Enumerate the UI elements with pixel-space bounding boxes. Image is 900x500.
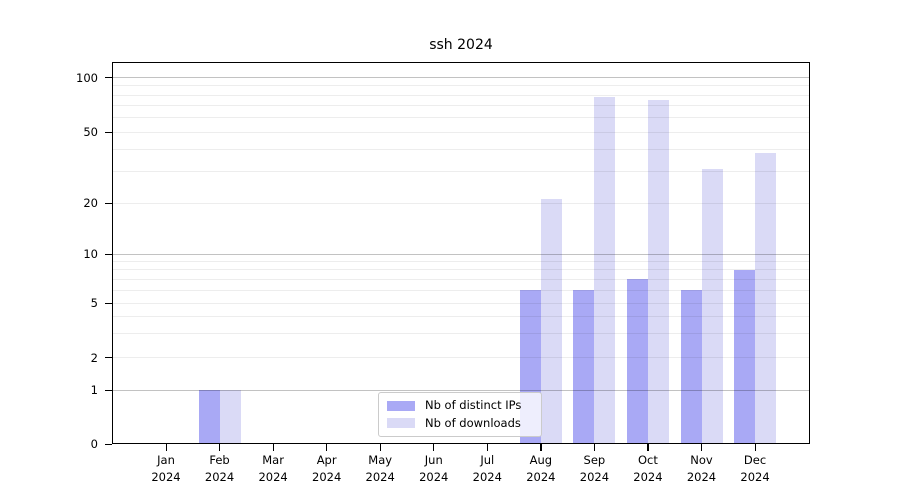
bar-downloads-oct — [647, 100, 669, 444]
bar-downloads-nov — [701, 169, 723, 444]
x-tick-mark-sep — [593, 444, 596, 451]
gridline-y-60 — [112, 117, 810, 119]
gridline-y-70 — [112, 105, 810, 107]
gridline-y-40 — [112, 148, 810, 150]
gridline-y-1 — [112, 389, 810, 391]
gridline-y-5 — [112, 302, 810, 304]
y-tick-label-0: 0 — [90, 437, 98, 451]
gridline-y-7 — [112, 278, 810, 280]
gridline-y-100 — [112, 77, 810, 78]
x-tick-mark-dec — [754, 444, 756, 451]
x-tick-mark-jun — [433, 444, 435, 451]
x-tick-mark-may — [379, 444, 381, 451]
x-tick-label-oct: Oct 2024 — [633, 453, 663, 484]
x-tick-mark-aug — [540, 444, 542, 451]
x-tick-label-jul: Jul 2024 — [472, 453, 502, 484]
gridline-y-90 — [112, 85, 810, 87]
plot-area — [112, 62, 810, 444]
y-tick-mark-5 — [105, 302, 112, 304]
bar-downloads-dec — [755, 153, 777, 444]
y-tick-mark-100 — [105, 77, 112, 79]
chart-title: ssh 2024 — [429, 37, 493, 53]
bar-downloads-aug — [540, 199, 562, 444]
x-tick-label-jan: Jan 2024 — [151, 453, 181, 484]
x-tick-mark-jul — [486, 444, 488, 451]
y-tick-label-5: 5 — [90, 296, 98, 310]
x-tick-mark-mar — [272, 444, 274, 451]
gridline-y-80 — [112, 94, 810, 96]
y-tick-mark-10 — [105, 253, 112, 255]
x-tick-label-sep: Sep 2024 — [579, 453, 610, 484]
y-tick-mark-50 — [105, 131, 112, 133]
gridline-y-3 — [112, 332, 810, 334]
legend-label-distinct-ips: Nb of distinct IPs — [425, 398, 522, 413]
legend-swatch-downloads — [387, 418, 415, 429]
gridline-y-8 — [112, 269, 810, 271]
x-tick-label-dec: Dec 2024 — [740, 453, 770, 484]
bar-distinct-ips-feb — [198, 390, 220, 444]
gridline-y-4 — [112, 315, 810, 317]
x-tick-label-aug: Aug 2024 — [526, 453, 556, 484]
y-tick-mark-20 — [105, 202, 112, 204]
x-tick-mark-jan — [165, 444, 167, 451]
y-tick-mark-2 — [105, 357, 112, 359]
bar-downloads-feb — [219, 390, 241, 444]
y-tick-label-100: 100 — [76, 70, 98, 85]
legend-item-distinct-ips: Nb of distinct IPs — [387, 399, 533, 412]
bar-distinct-ips-sep — [573, 290, 595, 444]
x-tick-label-may: May 2024 — [365, 453, 395, 484]
gridline-y-6 — [112, 289, 810, 291]
gridline-y-9 — [112, 260, 810, 262]
bar-distinct-ips-nov — [680, 290, 702, 444]
legend: Nb of distinct IPs Nb of downloads — [378, 392, 542, 437]
gridline-y-10 — [112, 253, 810, 255]
x-tick-label-feb: Feb 2024 — [204, 453, 235, 484]
y-tick-label-10: 10 — [83, 247, 98, 261]
x-tick-mark-apr — [326, 444, 328, 451]
x-tick-label-nov: Nov 2024 — [686, 453, 717, 484]
y-tick-label-50: 50 — [83, 125, 98, 139]
y-tick-label-2: 2 — [90, 350, 98, 365]
legend-swatch-distinct-ips — [387, 400, 415, 411]
x-tick-mark-feb — [219, 444, 221, 451]
gridline-y-30 — [112, 171, 810, 173]
gridline-y-50 — [112, 131, 810, 133]
x-tick-mark-nov — [701, 444, 703, 451]
y-tick-mark-1 — [105, 389, 112, 391]
bar-distinct-ips-oct — [626, 279, 648, 444]
y-tick-label-20: 20 — [83, 196, 98, 210]
x-tick-label-jun: Jun 2024 — [419, 453, 449, 484]
legend-item-downloads: Nb of downloads — [387, 415, 533, 430]
y-tick-mark-0 — [105, 443, 112, 445]
gridline-y-2 — [112, 357, 810, 359]
legend-label-downloads: Nb of downloads — [425, 415, 521, 430]
x-tick-label-mar: Mar 2024 — [258, 453, 288, 484]
bar-distinct-ips-dec — [734, 269, 756, 444]
bar-downloads-sep — [594, 97, 616, 444]
y-tick-label-1: 1 — [90, 383, 98, 397]
x-tick-label-apr: Apr 2024 — [312, 453, 342, 484]
gridline-y-20 — [112, 202, 810, 204]
x-tick-mark-oct — [647, 444, 649, 451]
